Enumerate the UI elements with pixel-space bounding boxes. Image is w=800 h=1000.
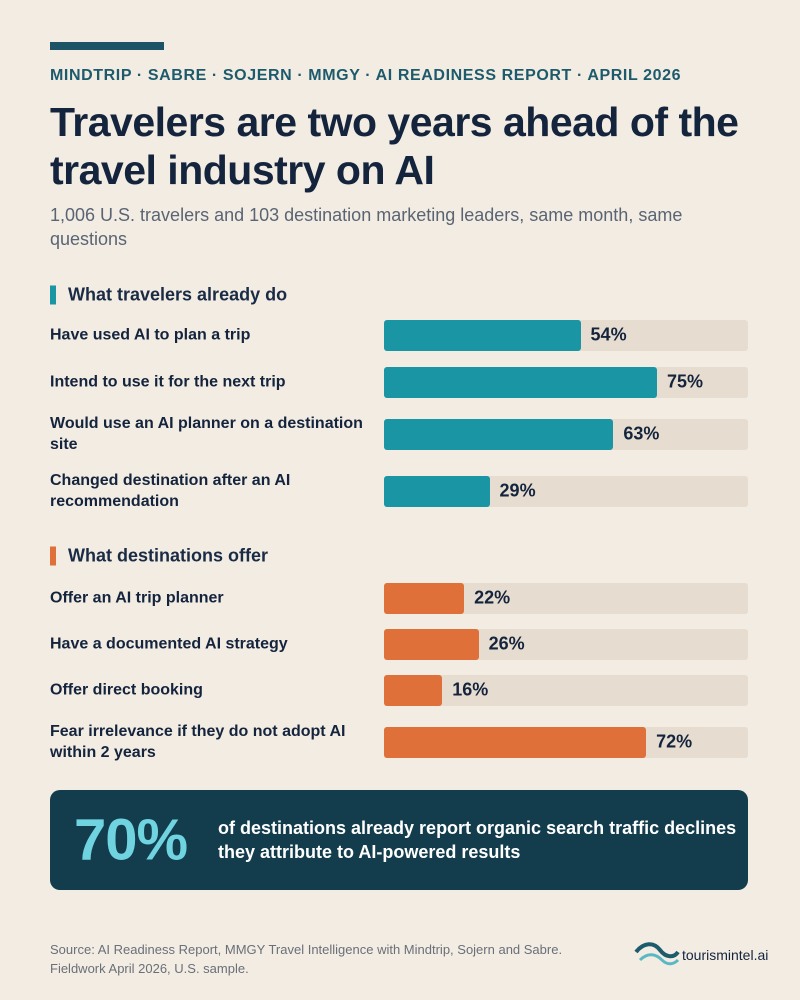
- value-label: 72%: [656, 731, 693, 752]
- subtitle: 1,006 U.S. travelers and 103 destination…: [50, 205, 683, 249]
- value-label: 26%: [488, 633, 525, 654]
- bar-track: [384, 674, 748, 706]
- value-label: 22%: [474, 587, 511, 608]
- bar: [384, 475, 490, 507]
- accent-bar: [50, 42, 164, 50]
- category-label: Offer an AI trip planner: [50, 589, 224, 607]
- callout-text: of destinations already report organic s…: [218, 818, 737, 862]
- category-label: Fear irrelevance if they do not adopt AI…: [50, 723, 346, 761]
- bar-track: [384, 628, 748, 660]
- category-label: Offer direct booking: [50, 681, 203, 699]
- kicker: MINDTRIP · SABRE · SOJERN · MMGY · AI RE…: [50, 67, 682, 84]
- value-label: 63%: [623, 423, 660, 444]
- category-label: Changed destination after an AI recommen…: [50, 472, 291, 510]
- category-label: Have a documented AI strategy: [50, 635, 288, 653]
- section-marker: [50, 285, 56, 305]
- bar-track: [384, 726, 748, 758]
- callout-figure: 70%: [74, 807, 188, 873]
- section-marker: [50, 546, 56, 566]
- brand-logo: [634, 942, 680, 966]
- value-label: 54%: [590, 324, 627, 345]
- title: Travelers are two years ahead of the tra…: [50, 99, 739, 193]
- bar: [384, 628, 479, 660]
- bar-track: [384, 582, 748, 614]
- section-title: What destinations offer: [50, 546, 268, 567]
- category-label: Would use an AI planner on a destination…: [50, 415, 363, 453]
- bar-track: [384, 475, 748, 507]
- callout: 70% of destinations already report organ…: [50, 790, 748, 890]
- category-label: Have used AI to plan a trip: [50, 326, 251, 344]
- bar-track: [384, 319, 748, 351]
- bar: [384, 582, 465, 614]
- section-title: What travelers already do: [50, 285, 287, 306]
- bar-track: [384, 418, 748, 450]
- value-label: 75%: [667, 371, 704, 392]
- source-note: Source: AI Readiness Report, MMGY Travel…: [50, 942, 563, 976]
- value-label: 16%: [452, 679, 489, 700]
- brand-name: tourismintel.ai: [682, 947, 769, 963]
- value-label: 29%: [499, 480, 536, 501]
- bar: [384, 674, 443, 706]
- bar: [384, 418, 614, 450]
- bar: [384, 366, 657, 398]
- bar: [384, 319, 581, 351]
- bar: [384, 726, 647, 758]
- category-label: Intend to use it for the next trip: [50, 373, 286, 391]
- bar-track: [384, 366, 748, 398]
